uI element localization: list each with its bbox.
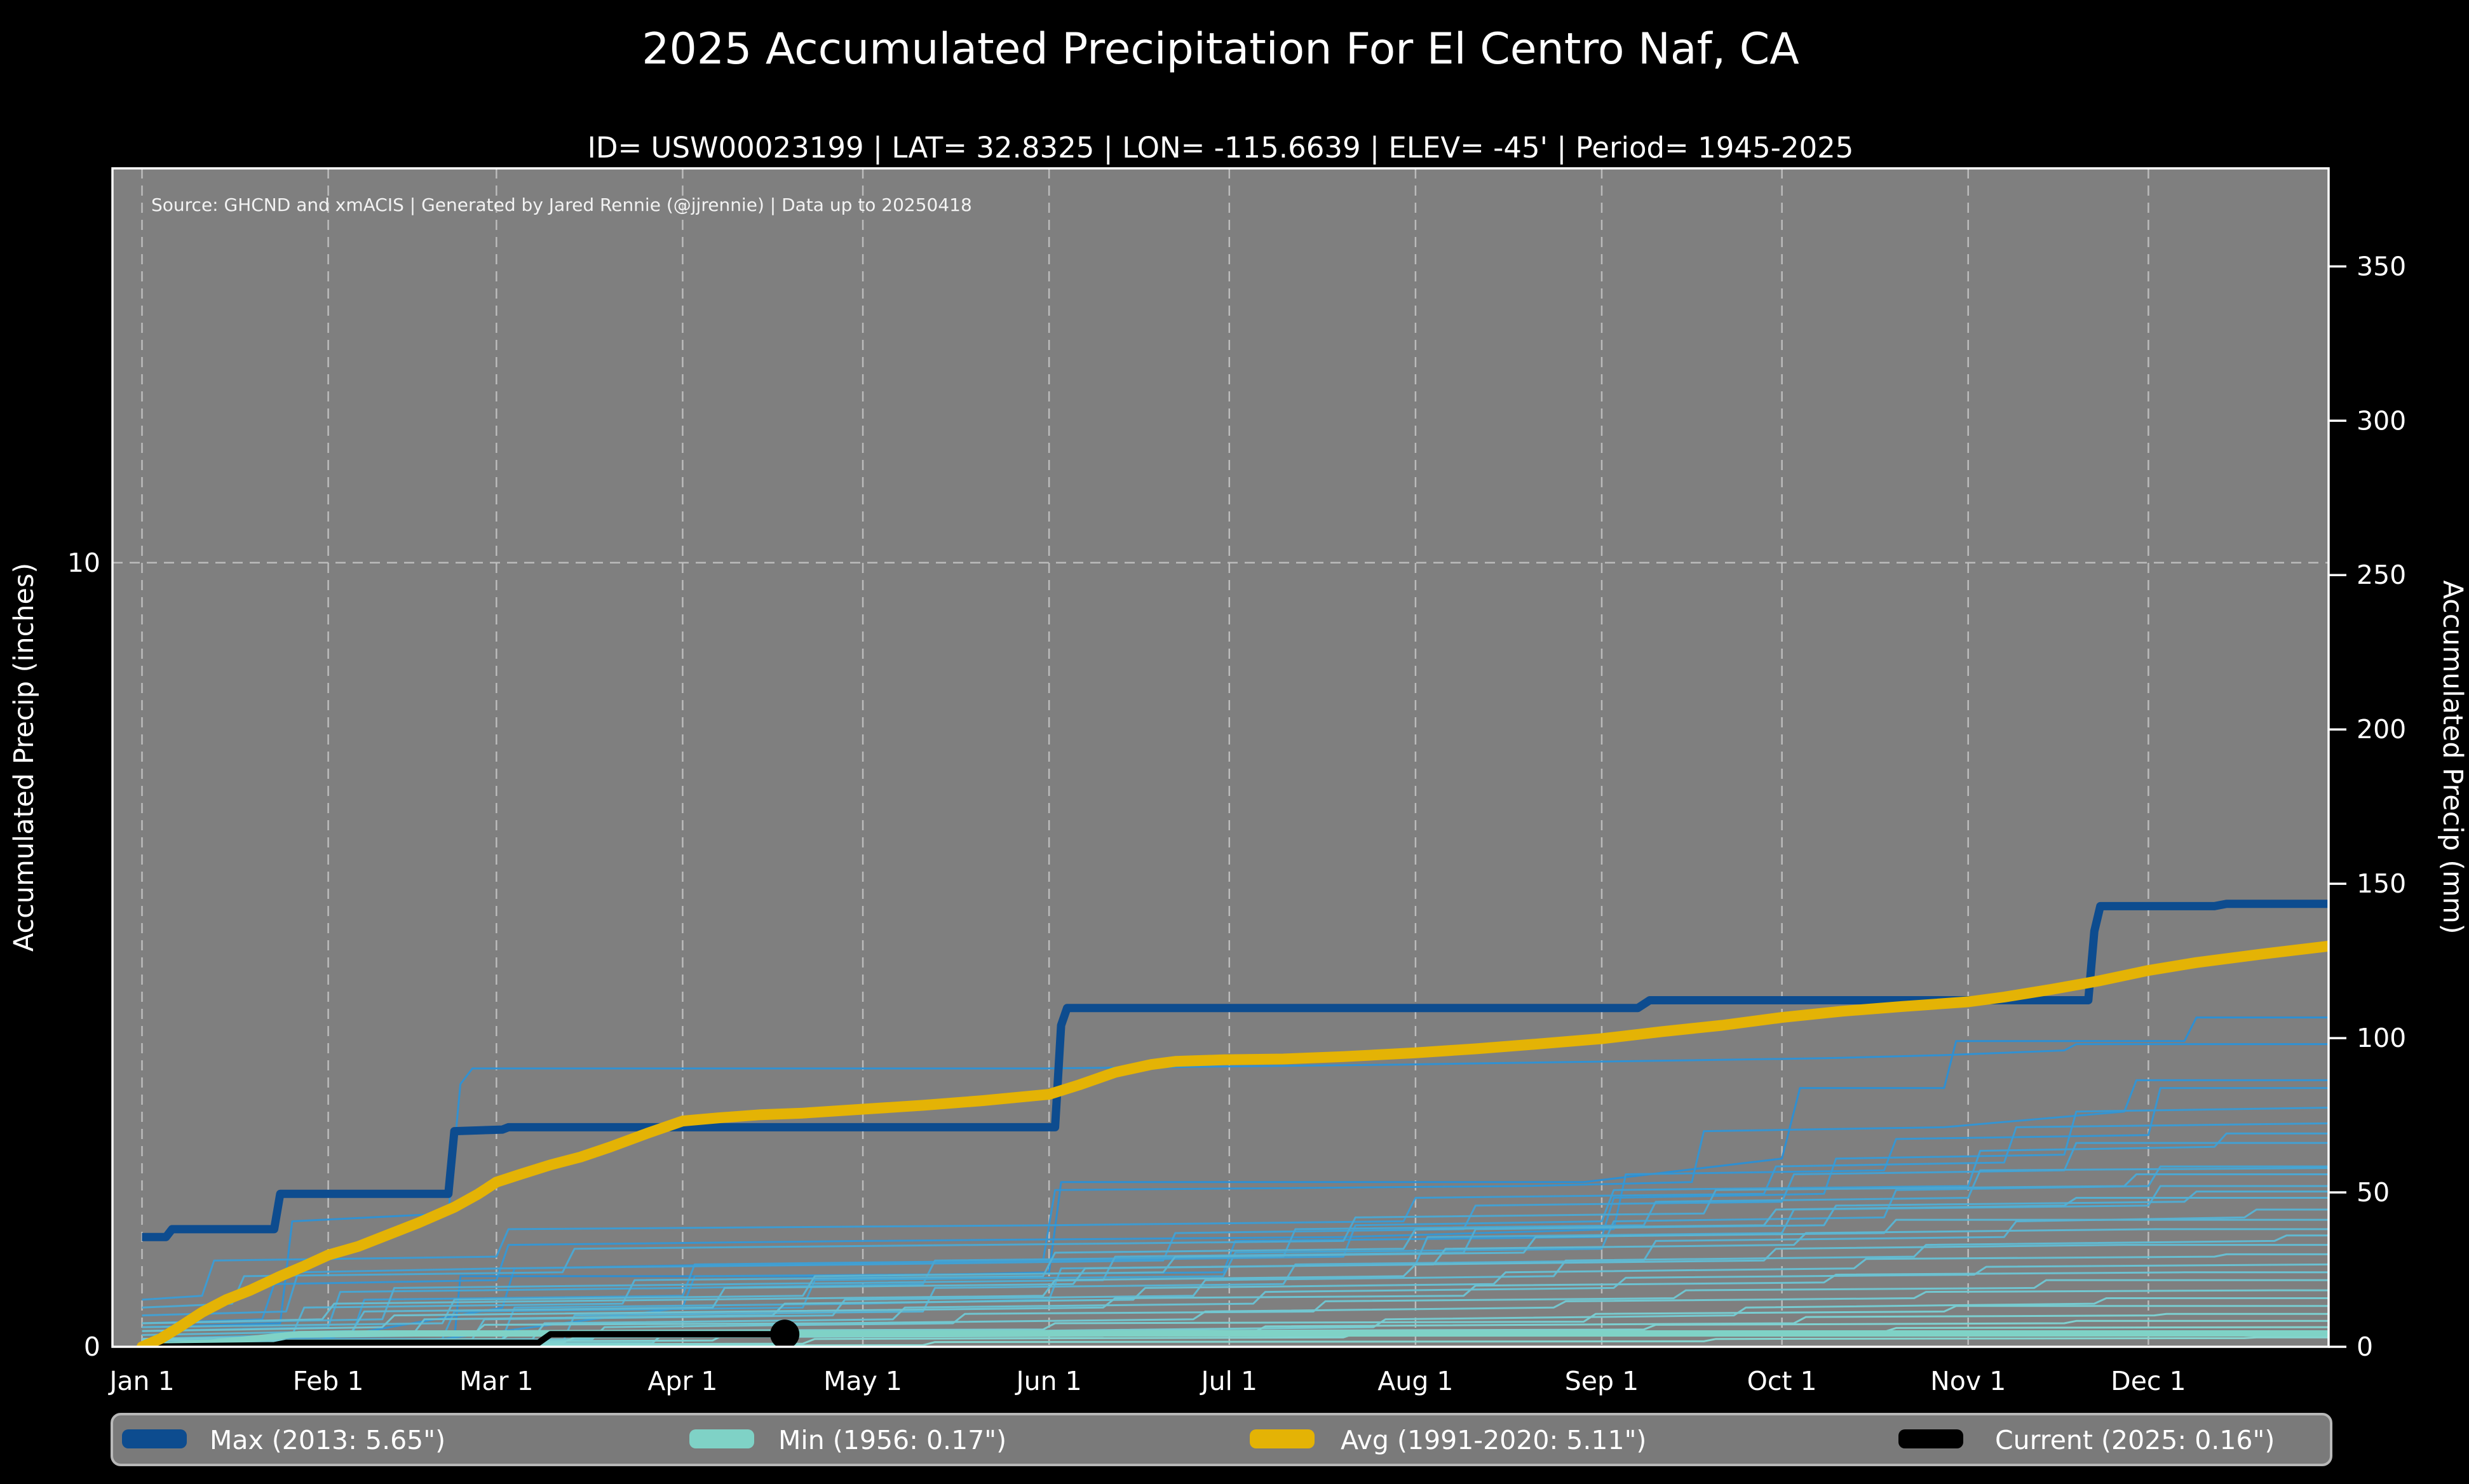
source-note: Source: GHCND and xmACIS | Generated by … <box>151 194 972 215</box>
plot-area: Jan 1 Feb 1 Mar 1 Apr 1 May 1 Jun 1 Jul 1 Aug 1… <box>67 167 2406 1396</box>
y-right-tick-label: 50 <box>2357 1177 2390 1208</box>
y-axis-label-left: Accumulated Precip (inches) <box>8 563 40 952</box>
year-line <box>142 1244 2329 1325</box>
year-line <box>142 1197 2329 1340</box>
page-title: 2025 Accumulated Precipitation For El Ce… <box>642 24 1799 74</box>
x-tick-label: Apr 1 <box>647 1366 717 1396</box>
current-end-dot <box>770 1319 800 1347</box>
year-line <box>142 1253 2329 1340</box>
legend-item: Min (1956: 0.17") <box>689 1425 1006 1455</box>
max-line <box>142 900 2329 1241</box>
year-line <box>142 1167 2329 1332</box>
legend-item: Current (2025: 0.16") <box>1898 1425 2275 1455</box>
y-right-tick-label: 150 <box>2357 868 2406 899</box>
legend: Max (2013: 5.65") Min (1956: 0.17") Avg (1… <box>111 1413 2332 1466</box>
x-tick-label: May 1 <box>823 1366 902 1396</box>
legend-swatch-avg <box>1250 1429 1315 1448</box>
legend-box <box>111 1413 2332 1466</box>
y-right-tick-label: 350 <box>2357 251 2406 281</box>
year-line <box>142 1132 2329 1340</box>
x-tick-label: Oct 1 <box>1747 1366 1817 1396</box>
plot-border <box>111 167 2330 1348</box>
current-line <box>142 1331 785 1347</box>
year-line <box>142 1087 2329 1325</box>
year-line <box>142 1043 2329 1328</box>
x-tick-label: Nov 1 <box>1930 1366 2006 1396</box>
avg-line <box>137 940 2329 1347</box>
year-line <box>142 1228 2329 1336</box>
legend-swatch-min <box>689 1429 754 1448</box>
y-right-tick-label: 100 <box>2357 1023 2406 1053</box>
station-subtitle: ID= USW00023199 | LAT= 32.8325 | LON= -1… <box>588 131 1854 165</box>
x-tick-label: Aug 1 <box>1377 1366 1453 1396</box>
y-right-tick-label: 0 <box>2357 1332 2373 1362</box>
x-tick-label: Jul 1 <box>1199 1366 1257 1396</box>
year-line <box>142 1122 2329 1301</box>
y-left-tick-label: 0 <box>84 1332 100 1362</box>
legend-swatch-max <box>122 1429 187 1448</box>
year-line <box>142 1289 2329 1340</box>
year-line <box>142 1218 2329 1328</box>
plot-background <box>112 168 2329 1347</box>
year-line <box>142 1336 2329 1347</box>
year-line <box>142 1271 2329 1332</box>
year-line <box>142 1208 2329 1346</box>
y-right-tick-label: 300 <box>2357 405 2406 436</box>
legend-label-current: Current (2025: 0.16") <box>1995 1425 2275 1455</box>
y-axis-label-right: Accumulated Precip (mm) <box>2437 580 2468 934</box>
year-line <box>142 1016 2329 1340</box>
y-left-tick-label: 10 <box>67 548 100 578</box>
legend-label-max: Max (2013: 5.65") <box>210 1425 445 1455</box>
y-right-tick-label: 200 <box>2357 714 2406 745</box>
legend-swatch-current <box>1898 1429 1963 1448</box>
x-tick-label: Feb 1 <box>293 1366 364 1396</box>
legend-label-avg: Avg (1991-2020: 5.11") <box>1341 1425 1646 1455</box>
x-tick-label: Jun 1 <box>1015 1366 1082 1396</box>
x-tick-label: Dec 1 <box>2111 1366 2186 1396</box>
y-right-tick-label: 250 <box>2357 560 2406 590</box>
legend-item: Avg (1991-2020: 5.11") <box>1250 1425 1646 1455</box>
legend-item: Max (2013: 5.65") <box>122 1425 445 1455</box>
legend-label-min: Min (1956: 0.17") <box>778 1425 1006 1455</box>
x-tick-label: Jan 1 <box>107 1366 174 1396</box>
x-tick-label: Mar 1 <box>459 1366 533 1396</box>
year-line <box>142 1279 2329 1344</box>
year-line <box>142 1173 2329 1309</box>
plot-lines <box>112 168 2329 1347</box>
x-tick-label: Sep 1 <box>1565 1366 1639 1396</box>
